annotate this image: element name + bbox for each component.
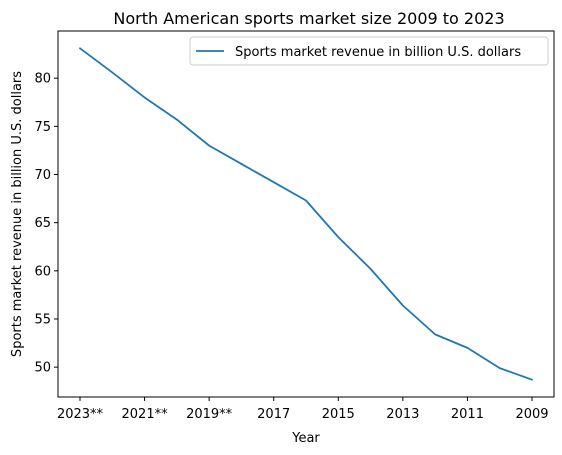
x-tick-label: 2019** xyxy=(186,407,233,422)
y-tick-label: 60 xyxy=(34,264,51,279)
y-tick-label: 50 xyxy=(34,361,51,376)
y-axis-label: Sports market revenue in billion U.S. do… xyxy=(10,71,25,357)
legend-box xyxy=(189,36,549,66)
x-tick-label: 2015 xyxy=(322,407,355,422)
y-axis: 50 55 60 65 70 75 80 xyxy=(34,72,58,376)
legend-entry: Sports market revenue in billion U.S. do… xyxy=(235,45,521,60)
chart-title: North American sports market size 2009 t… xyxy=(113,9,504,28)
x-tick-label: 2017 xyxy=(257,407,290,422)
x-tick-label: 2023** xyxy=(57,407,104,422)
y-tick-label: 80 xyxy=(34,72,51,87)
legend: Sports market revenue in billion U.S. do… xyxy=(189,36,549,66)
x-tick-label: 2013 xyxy=(386,407,419,422)
x-tick-label: 2021** xyxy=(122,407,169,422)
x-axis-label: Year xyxy=(291,431,320,446)
y-tick-label: 65 xyxy=(34,216,51,231)
x-tick-label: 2011 xyxy=(451,407,484,422)
y-tick-label: 70 xyxy=(34,168,51,183)
series-layer xyxy=(79,47,533,381)
y-tick-label: 55 xyxy=(34,312,51,327)
y-tick-label: 75 xyxy=(34,120,51,135)
x-axis: 2023** 2021** 2019** 2017 2015 2013 2011 2009 xyxy=(57,397,549,422)
series-line xyxy=(79,47,533,381)
plot-area-frame xyxy=(57,30,555,398)
x-tick-label: 2009 xyxy=(515,407,548,422)
